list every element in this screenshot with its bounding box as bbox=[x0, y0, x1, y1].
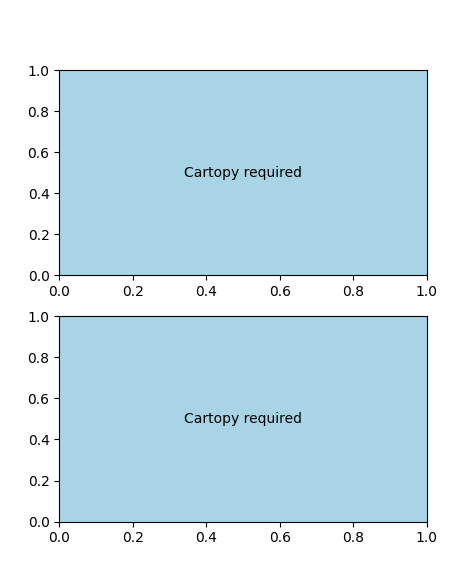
Text: Cartopy required: Cartopy required bbox=[184, 166, 302, 180]
Text: Cartopy required: Cartopy required bbox=[184, 412, 302, 426]
